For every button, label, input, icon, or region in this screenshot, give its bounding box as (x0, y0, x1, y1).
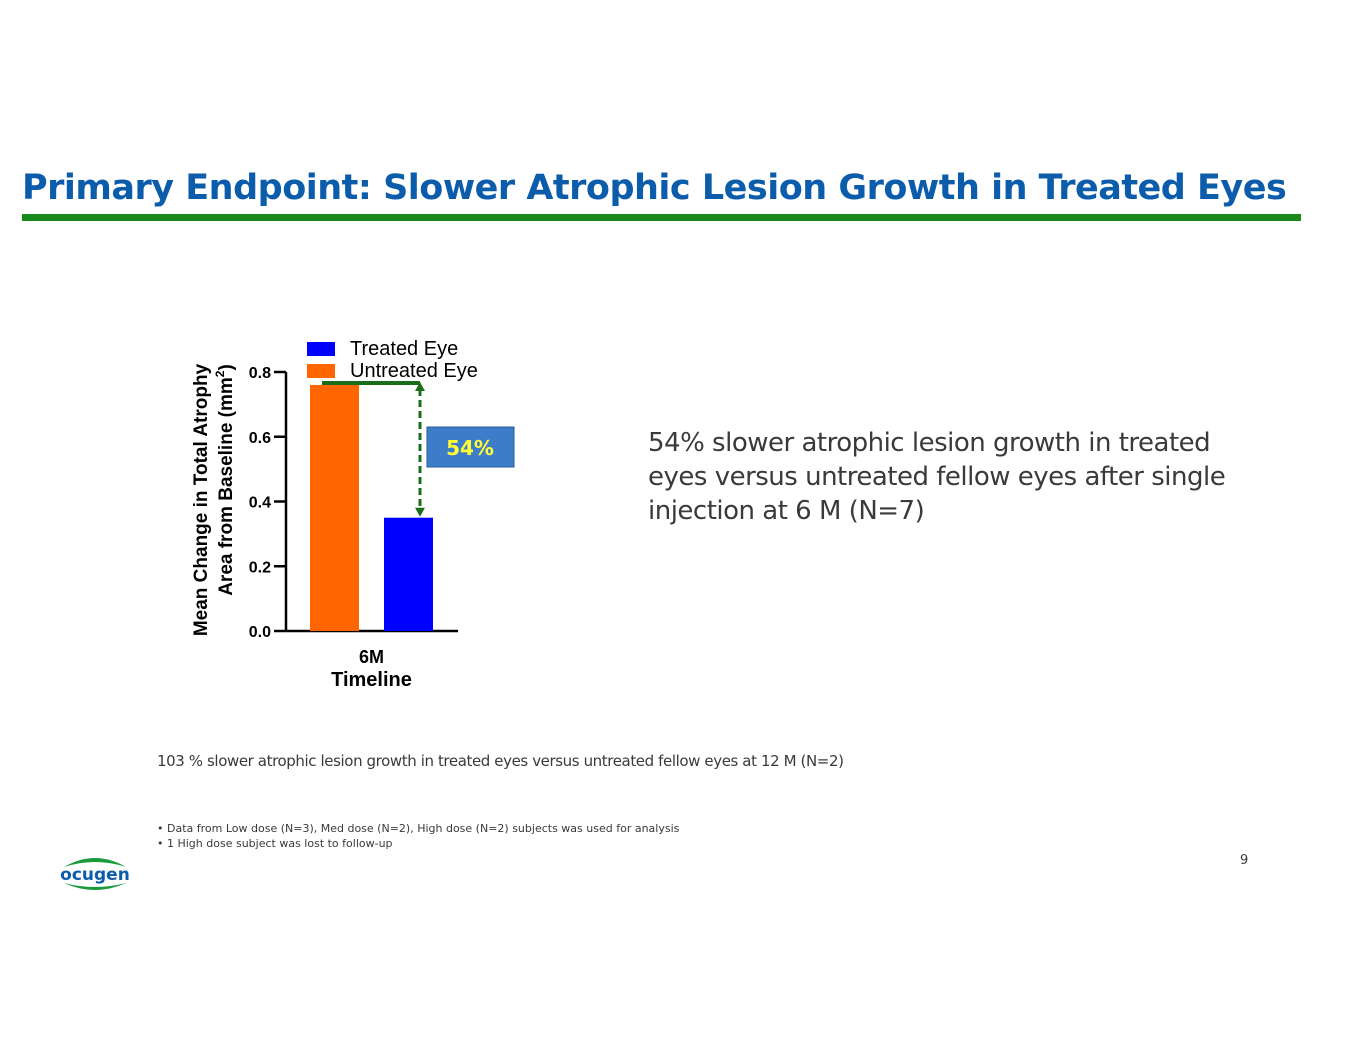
footnote-item: • Data from Low dose (N=3), Med dose (N=… (157, 822, 680, 835)
ylabel-prefix: Area from Baseline (mm (216, 377, 237, 596)
x-category-label: 6M (359, 647, 384, 667)
x-axis-label: Timeline (331, 669, 412, 691)
slide-title: Primary Endpoint: Slower Atrophic Lesion… (22, 168, 1287, 208)
legend-label: Treated Eye (350, 338, 458, 360)
footnotes: • Data from Low dose (N=3), Med dose (N=… (157, 821, 679, 851)
arrowhead-up (415, 381, 425, 391)
footnote-item: • 1 High dose subject was lost to follow… (157, 837, 393, 850)
percent-badge (426, 426, 515, 468)
bar-treated-eye (384, 517, 433, 631)
ylabel-suffix: ) (216, 364, 237, 370)
y-tick-label: 0.6 (249, 430, 271, 447)
y-tick-label: 0.8 (249, 365, 271, 382)
ylabel-superscript: 2 (213, 370, 227, 377)
y-axis-label: Mean Change in Total Atrophy Area from B… (191, 363, 237, 636)
bar-chart: Mean Change in Total Atrophy Area from B… (191, 338, 515, 691)
logo-wordmark: ocugen (60, 865, 130, 885)
legend-swatch-untreated-eye (307, 364, 335, 378)
logo-swoosh-top (64, 858, 126, 867)
twelve-month-note: 103 % slower atrophic lesion growth in t… (157, 752, 844, 770)
title-underline (22, 214, 1301, 221)
callout-text: 54% slower atrophic lesion growth in tre… (648, 428, 1226, 526)
legend-swatch-treated-eye (307, 342, 335, 356)
y-axis-label-line1: Mean Change in Total Atrophy (191, 363, 212, 636)
arrowhead-down (415, 507, 425, 517)
y-tick-label: 0.2 (249, 559, 271, 576)
legend-label: Untreated Eye (350, 360, 478, 382)
percent-badge-label: 54% (446, 436, 494, 460)
y-tick-label: 0.0 (249, 624, 271, 641)
logo-swoosh-bottom (64, 883, 126, 890)
ocugen-logo: ocugen (60, 858, 130, 890)
y-axis-label-line2: Area from Baseline (mm2) (213, 364, 237, 596)
y-tick-label: 0.4 (249, 495, 271, 512)
page-number: 9 (1240, 853, 1249, 868)
bar-untreated-eye (310, 384, 359, 631)
